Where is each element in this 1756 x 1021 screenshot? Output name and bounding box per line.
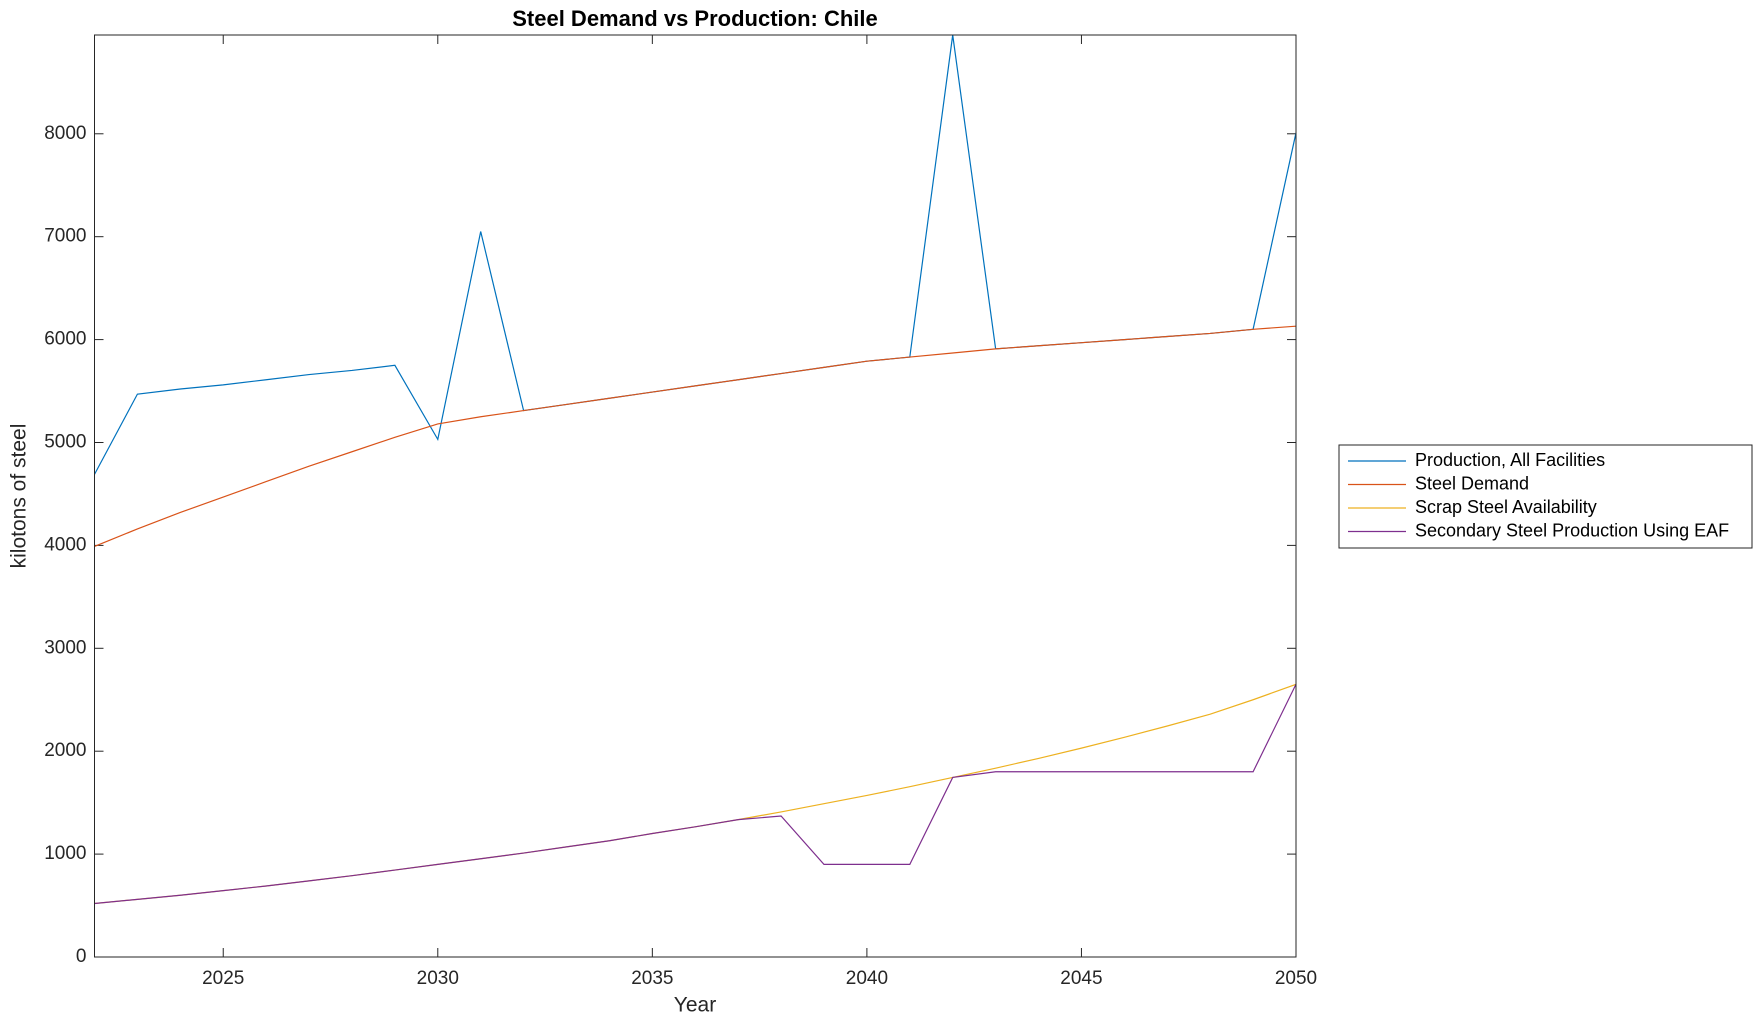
- chart-title: Steel Demand vs Production: Chile: [512, 6, 878, 31]
- x-axis-label: Year: [674, 994, 716, 1017]
- series-line: [94, 325, 1296, 547]
- legend-box: [1338, 444, 1753, 549]
- y-tick-label: 7000: [44, 226, 86, 247]
- x-tick-label: 2030: [417, 968, 459, 989]
- legend-label: Secondary Steel Production Using EAF: [1415, 520, 1729, 540]
- x-tick-label: 2035: [631, 968, 673, 989]
- x-tick-label: 2050: [1275, 968, 1317, 989]
- y-tick-label: 2000: [44, 740, 86, 761]
- y-tick-label: 8000: [44, 123, 86, 144]
- legend-label: Production, All Facilities: [1415, 450, 1605, 470]
- x-tick-label: 2040: [846, 968, 888, 989]
- y-tick-label: 4000: [44, 534, 86, 555]
- y-tick-label: 6000: [44, 329, 86, 350]
- x-tick-label: 2045: [1060, 968, 1102, 989]
- y-tick-label: 0: [76, 946, 87, 967]
- y-tick-label: 3000: [44, 637, 86, 658]
- y-axis-label: kilotons of steel: [8, 424, 31, 569]
- legend-label: Scrap Steel Availability: [1415, 497, 1597, 517]
- axes-box: [94, 34, 1297, 958]
- legend-label: Steel Demand: [1415, 473, 1529, 493]
- x-tick-label: 2025: [202, 968, 244, 989]
- y-tick-label: 1000: [44, 843, 86, 864]
- y-tick-label: 5000: [44, 432, 86, 453]
- series-line: [94, 684, 1296, 905]
- plot-lines: [94, 34, 1296, 905]
